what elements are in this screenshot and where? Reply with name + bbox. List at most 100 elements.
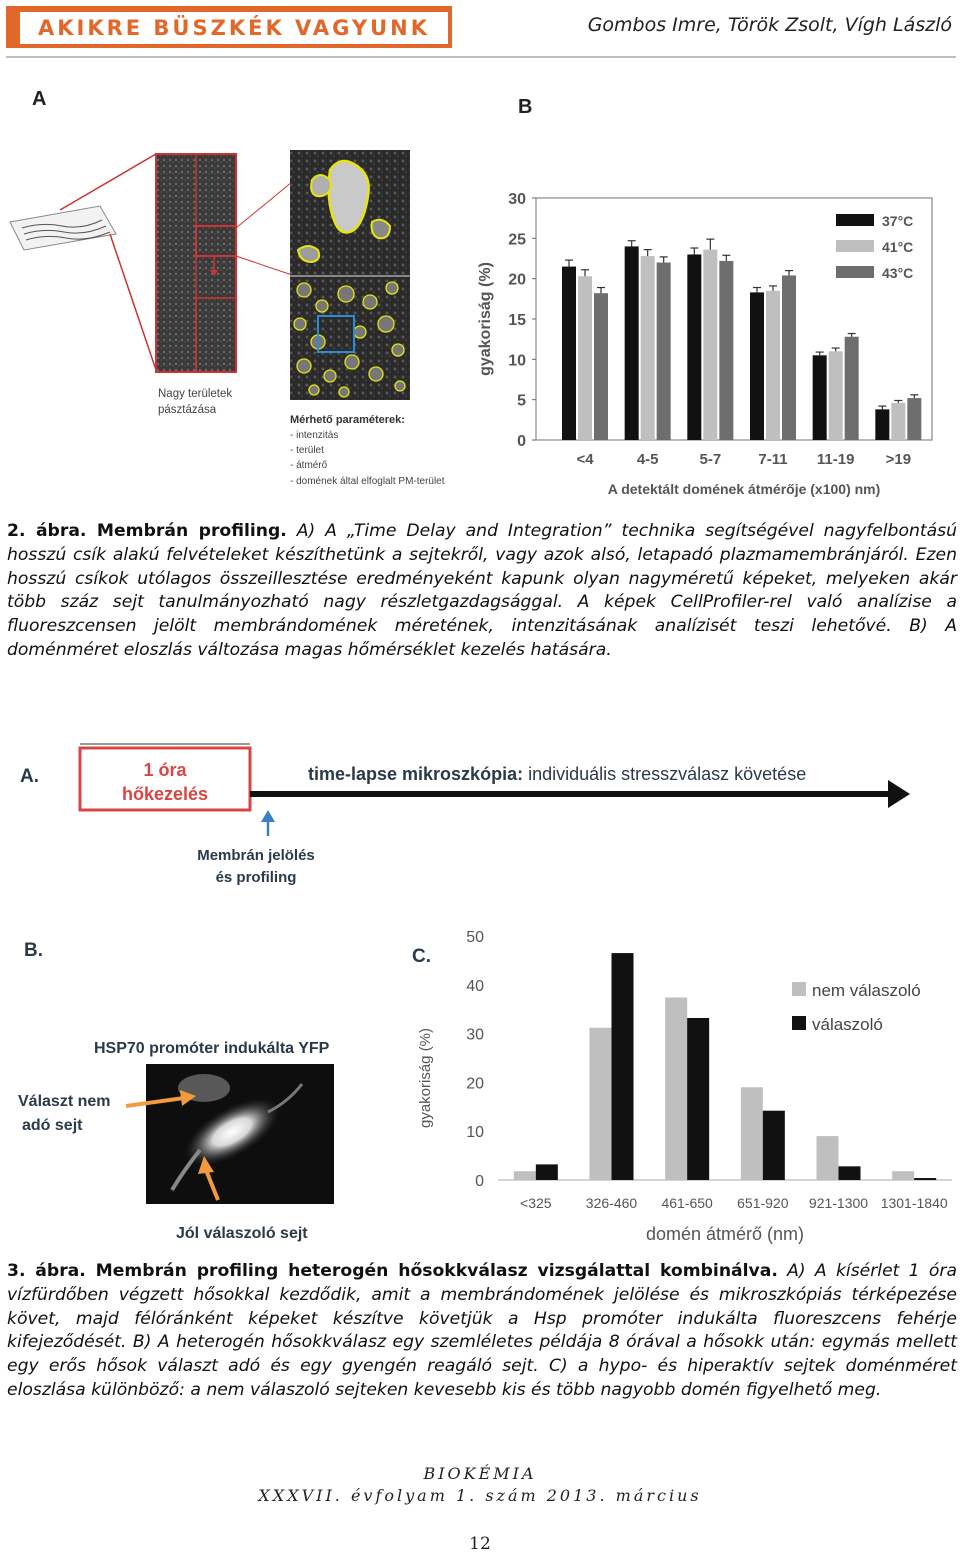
- bar: [640, 256, 655, 440]
- y-tick-label: 25: [508, 231, 526, 248]
- bar: [766, 290, 780, 440]
- bar: [828, 351, 843, 440]
- micrograph-title: HSP70 promóter indukálta YFP: [94, 1040, 330, 1057]
- param-item: - terület: [290, 445, 324, 456]
- bar: [892, 1171, 915, 1180]
- y-tick-label: 15: [508, 312, 526, 329]
- bar: [611, 953, 634, 1180]
- box-line2: hőkezelés: [122, 784, 208, 804]
- y-tick-label: 40: [466, 978, 484, 995]
- page-number: 12: [469, 1534, 491, 1554]
- fig2-caption-title: 2. ábra. Membrán profiling.: [7, 521, 287, 541]
- y-axis-label: gyakoriság (%): [417, 1028, 434, 1128]
- section-title: AKIKRE BÜSZKÉK VAGYUNK: [37, 16, 430, 40]
- bar: [589, 1027, 612, 1180]
- param-item: - domének által elfoglalt PM-terület: [290, 476, 445, 487]
- x-tick-label: 651-920: [737, 1195, 789, 1211]
- x-tick-label: <325: [520, 1195, 552, 1211]
- bar: [513, 1171, 536, 1180]
- legend-label: válaszoló: [812, 1015, 883, 1034]
- param-item: - átmérő: [290, 460, 328, 471]
- bar: [624, 246, 639, 440]
- bar: [535, 1164, 558, 1180]
- y-tick-label: 30: [466, 1027, 484, 1044]
- x-tick-label: 7-11: [758, 451, 787, 468]
- heat-shock-box: [78, 746, 252, 812]
- fig3-bar-chart: C. 0 10 20 30 40 50 gyakoriság (%) <325 326-460 46…: [412, 929, 952, 1244]
- bar: [656, 262, 671, 440]
- fig2-caption-text: A) A „Time Delay and Integration” techni…: [7, 521, 957, 660]
- fig3-caption-title: 3. ábra. Membrán profiling heterogén hős…: [7, 1261, 778, 1281]
- y-tick-label: 20: [466, 1075, 484, 1092]
- y-tick-label: 0: [475, 1173, 484, 1190]
- x-axis-label: domén átmérő (nm): [646, 1224, 804, 1244]
- timelapse-rest: individuális stresszválasz követése: [523, 764, 806, 784]
- authors: Gombos Imre, Török Zsolt, Vígh László: [587, 14, 952, 36]
- legend-swatch: [792, 1016, 806, 1030]
- y-tick-label: 20: [508, 272, 526, 289]
- fig3-caption-text: A) A kísérlet 1 óra vízfürdőben végzett …: [7, 1261, 958, 1400]
- legend-label: 43°C: [882, 265, 913, 281]
- nonresp-arrow: [125, 1096, 185, 1108]
- x-axis-label: A detektált domének átmérője (x100) nm): [608, 481, 881, 497]
- x-tick-label: 4-5: [637, 451, 659, 468]
- slide-icon: [9, 205, 117, 251]
- bar: [740, 1087, 763, 1180]
- journal-name: BIOKÉMIA: [423, 1464, 537, 1483]
- resp-label: Jól válaszoló sejt: [176, 1225, 308, 1242]
- y-tick-label: 50: [466, 929, 484, 946]
- nonresp-line2: adó sejt: [22, 1117, 83, 1134]
- y-tick-label: 30: [508, 191, 526, 208]
- bar: [891, 402, 906, 440]
- fig2-panel-a-label: A: [32, 88, 47, 110]
- bar: [687, 1017, 710, 1180]
- legend-label: 41°C: [882, 239, 913, 255]
- bar: [578, 276, 592, 440]
- legend-label: 37°C: [882, 213, 913, 229]
- fig3-panel-c-label: C.: [412, 946, 431, 967]
- fig3-panel-b: B. HSP70 promóter indukálta YFP Választ …: [18, 940, 334, 1242]
- bar: [838, 1166, 861, 1180]
- params-title: Mérhető paraméterek:: [290, 414, 405, 426]
- fig2-caption: 2. ábra. Membrán profiling. A) A „Time D…: [7, 520, 957, 663]
- box-line1: 1 óra: [143, 760, 187, 780]
- x-tick-label: <4: [576, 451, 594, 468]
- nonresp-line1: Választ nem: [18, 1093, 110, 1110]
- bar: [562, 266, 576, 440]
- bar: [762, 1110, 785, 1180]
- legend-swatch: [836, 214, 874, 226]
- fig2-panel-a-illustration: Nagy területek pásztázása Mérhető paramé…: [9, 150, 445, 487]
- bar: [875, 409, 890, 440]
- marker-line1: Membrán jelölés: [197, 847, 315, 864]
- fig3-panel-b-label: B.: [24, 940, 43, 961]
- x-tick-label: 326-460: [586, 1195, 638, 1211]
- y-tick-label: 10: [466, 1124, 484, 1141]
- y-tick-label: 10: [508, 352, 526, 369]
- bar: [816, 1136, 839, 1180]
- legend-label: nem válaszoló: [812, 981, 921, 1000]
- resp-arrow: [204, 1169, 220, 1201]
- y-tick-label: 5: [517, 393, 526, 410]
- fig3-timeline: A. 1 óra hőkezelés time-lapse mikroszkóp…: [20, 743, 910, 886]
- header-banner-inner: AKIKRE BÜSZKÉK VAGYUNK: [18, 10, 450, 46]
- x-tick-label: 1301-1840: [881, 1195, 948, 1211]
- bar: [665, 997, 688, 1180]
- bar: [782, 275, 796, 440]
- timelapse-label: time-lapse mikroszkópia: individuális st…: [308, 764, 806, 784]
- legend-swatch: [836, 240, 874, 252]
- param-item: - intenzitás: [290, 430, 338, 441]
- scan-label-line2: pásztázása: [158, 404, 217, 416]
- x-tick-label: 5-7: [699, 451, 721, 468]
- bar: [914, 1178, 937, 1180]
- fig2-bar-chart: 0 5 10 15 20 25 30 gyakoriság (%) <4 4-5 5-7 7-11 11…: [477, 191, 933, 497]
- y-tick-label: 0: [517, 433, 526, 450]
- bar: [907, 398, 922, 440]
- bar: [703, 249, 718, 440]
- y-axis-label: gyakoriság (%): [477, 262, 494, 376]
- x-tick-label: >19: [886, 451, 911, 468]
- legend-swatch: [836, 266, 874, 278]
- header-rule: [6, 56, 956, 58]
- bar: [594, 293, 608, 440]
- bar: [750, 292, 764, 440]
- scan-label-line1: Nagy területek: [158, 388, 232, 400]
